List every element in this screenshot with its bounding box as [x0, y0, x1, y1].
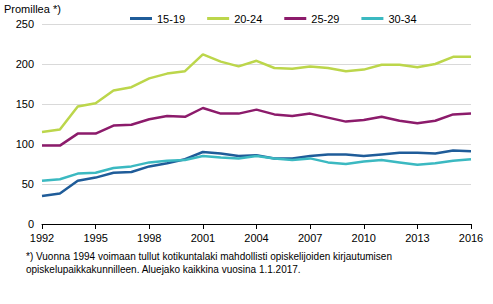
svg-text:2016: 2016 — [459, 232, 483, 244]
svg-text:opiskelupaikkakunnilleen. Alue: opiskelupaikkakunnilleen. Aluejako kaikk… — [26, 264, 301, 275]
svg-text:Promillea *): Promillea *) — [4, 3, 61, 15]
svg-text:1998: 1998 — [137, 232, 161, 244]
svg-text:15-19: 15-19 — [157, 13, 185, 25]
svg-text:0: 0 — [28, 218, 34, 230]
svg-text:100: 100 — [16, 138, 34, 150]
svg-text:20-24: 20-24 — [234, 13, 262, 25]
svg-text:150: 150 — [16, 98, 34, 110]
svg-text:1992: 1992 — [30, 232, 54, 244]
svg-text:50: 50 — [22, 178, 34, 190]
svg-text:2013: 2013 — [405, 232, 429, 244]
svg-text:25-29: 25-29 — [311, 13, 339, 25]
svg-text:250: 250 — [16, 18, 34, 30]
svg-text:1995: 1995 — [83, 232, 107, 244]
svg-text:*) Vuonna 1994 voimaan tullut: *) Vuonna 1994 voimaan tullut kotikuntal… — [26, 251, 395, 262]
svg-text:2001: 2001 — [191, 232, 215, 244]
svg-text:200: 200 — [16, 58, 34, 70]
svg-text:2007: 2007 — [298, 232, 322, 244]
svg-text:2010: 2010 — [352, 232, 376, 244]
svg-text:2004: 2004 — [244, 232, 268, 244]
svg-text:30-34: 30-34 — [388, 13, 416, 25]
